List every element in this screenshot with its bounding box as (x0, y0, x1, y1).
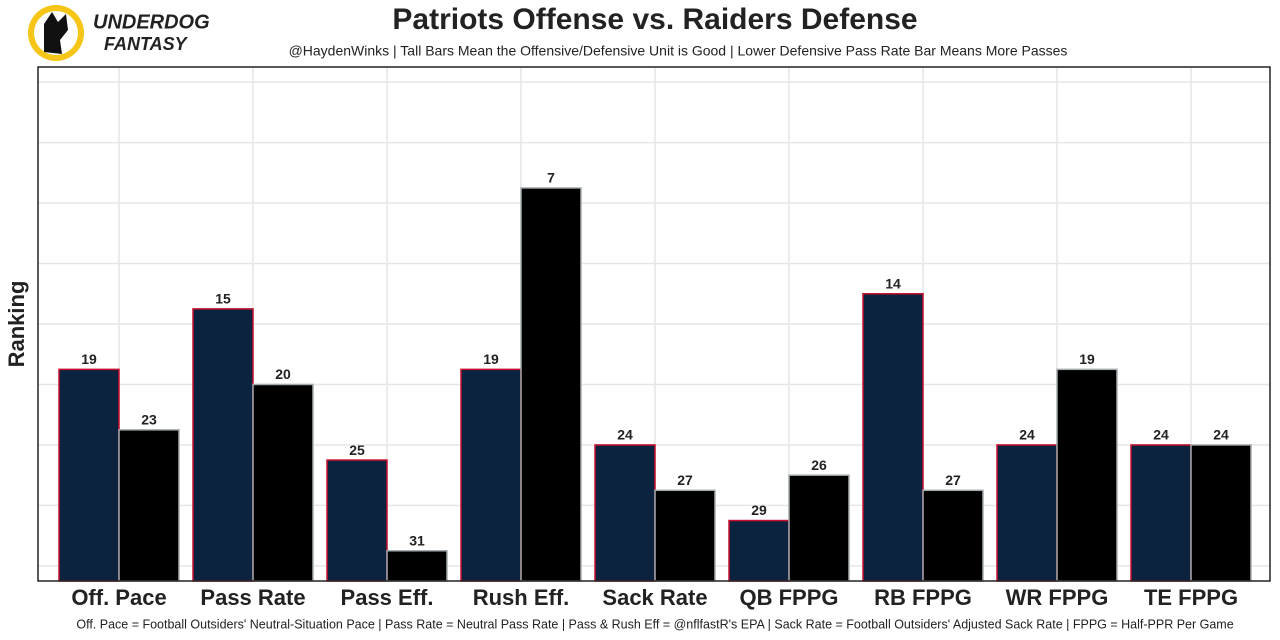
value-label: 23 (141, 412, 157, 428)
x-tick-label: RB FPPG (874, 585, 972, 610)
bar (862, 293, 924, 582)
x-tick-label: WR FPPG (1006, 585, 1109, 610)
bar (460, 368, 522, 582)
bar (326, 459, 388, 582)
logo-text: FANTASY (104, 34, 189, 54)
x-tick-label: TE FPPG (1144, 585, 1238, 610)
value-label: 14 (885, 275, 901, 291)
value-label: 27 (945, 472, 961, 488)
bar (520, 187, 582, 582)
x-tick-label: Sack Rate (602, 585, 707, 610)
x-tick-label: Off. Pace (71, 585, 166, 610)
logo-dog (44, 12, 68, 54)
bar (594, 444, 656, 582)
value-label: 26 (811, 457, 827, 473)
x-tick-label: Pass Eff. (341, 585, 434, 610)
value-label: 7 (547, 170, 555, 186)
value-label: 31 (409, 532, 425, 548)
value-label: 24 (617, 427, 633, 443)
bar (118, 429, 180, 582)
caption: Off. Pace = Football Outsiders' Neutral-… (76, 617, 1233, 631)
bar (386, 550, 448, 582)
bar (1056, 368, 1118, 582)
value-label: 24 (1019, 427, 1035, 443)
plot-border (37, 66, 1271, 582)
logo-text: UNDERDOG (93, 11, 210, 33)
bar (728, 519, 790, 582)
value-label: 19 (81, 351, 97, 367)
bar (1190, 444, 1252, 582)
bar (1130, 444, 1192, 582)
value-label: 24 (1213, 427, 1229, 443)
x-tick-label: Pass Rate (200, 585, 305, 610)
x-tick-label: Rush Eff. (473, 585, 570, 610)
bar (58, 368, 120, 582)
value-label: 15 (215, 291, 231, 307)
bar (192, 308, 254, 582)
bar (996, 444, 1058, 582)
y-axis-label: Ranking (4, 281, 29, 368)
value-label: 29 (751, 502, 767, 518)
value-label: 24 (1153, 427, 1169, 443)
bar (788, 474, 850, 582)
value-label: 19 (483, 351, 499, 367)
value-label: 19 (1079, 351, 1095, 367)
chart-subtitle: @HaydenWinks | Tall Bars Mean the Offens… (289, 43, 1068, 59)
bar (252, 383, 314, 582)
bar (922, 489, 984, 582)
chart-title: Patriots Offense vs. Raiders Defense (392, 3, 917, 36)
bar (654, 489, 716, 582)
value-label: 27 (677, 472, 693, 488)
logo: UNDERDOG FANTASY (28, 5, 210, 61)
x-tick-label: QB FPPG (739, 585, 838, 610)
value-label: 25 (349, 442, 365, 458)
value-label: 20 (275, 366, 291, 382)
